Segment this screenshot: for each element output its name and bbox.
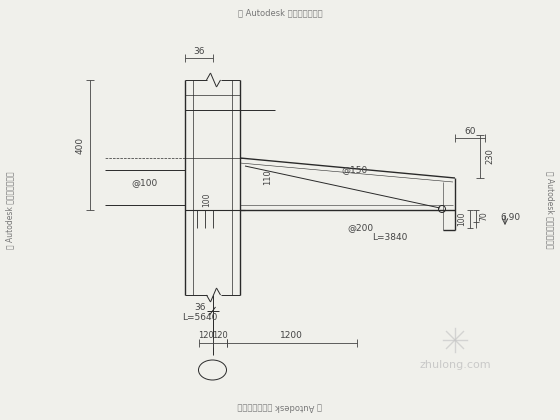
Text: 36: 36 xyxy=(194,302,206,312)
Text: L=3840: L=3840 xyxy=(372,234,408,242)
Text: 由 Autodesk 教育版产品制作: 由 Autodesk 教育版产品制作 xyxy=(237,8,323,17)
Text: 由 Autodesk 教育版产品制作: 由 Autodesk 教育版产品制作 xyxy=(545,171,554,249)
Text: 由 Autodesk 教育版产品制作: 由 Autodesk 教育版产品制作 xyxy=(237,403,323,412)
Text: 由 Autodesk 教育版产品制作: 由 Autodesk 教育版产品制作 xyxy=(6,171,15,249)
Text: 110: 110 xyxy=(264,169,273,185)
Text: 60: 60 xyxy=(464,126,476,136)
Text: 1200: 1200 xyxy=(280,331,303,341)
Text: 120: 120 xyxy=(212,331,227,341)
Text: 70: 70 xyxy=(479,211,488,221)
Text: @100: @100 xyxy=(132,178,158,187)
Text: 120: 120 xyxy=(198,331,213,341)
Text: 100: 100 xyxy=(458,212,466,226)
Text: zhulong.com: zhulong.com xyxy=(419,360,491,370)
Text: L=5640: L=5640 xyxy=(183,313,218,323)
Text: 6.90: 6.90 xyxy=(500,213,520,223)
Text: 36: 36 xyxy=(193,47,205,57)
Text: 100: 100 xyxy=(203,193,212,207)
Text: 230: 230 xyxy=(486,149,494,165)
Text: 400: 400 xyxy=(76,136,85,154)
Text: @150: @150 xyxy=(342,165,368,174)
Text: @200: @200 xyxy=(347,223,373,233)
